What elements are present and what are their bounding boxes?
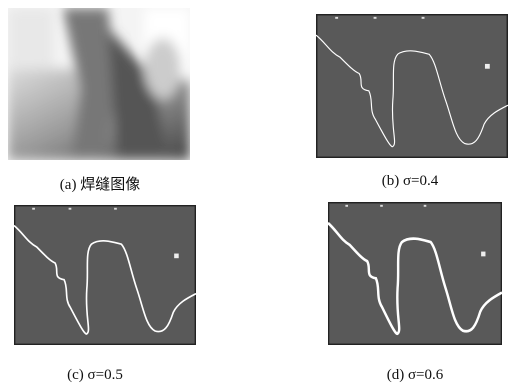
edge-image <box>14 205 196 345</box>
caption: (b) σ=0.4 <box>310 173 510 190</box>
edge-spot <box>69 208 72 210</box>
edge-spot <box>424 205 427 207</box>
edge-spot <box>32 208 35 210</box>
edge-spot <box>114 208 117 210</box>
figure: (a) 焊缝图像 (b) σ=0.4 (c) σ=0.5 (d) σ=0.6 <box>0 0 515 390</box>
edge-spot <box>422 17 425 19</box>
edge-spot <box>174 254 179 259</box>
edge-spot <box>335 17 338 19</box>
edge-spot <box>374 17 377 19</box>
caption: (c) σ=0.5 <box>0 367 195 384</box>
weld-image <box>8 8 190 160</box>
edge-image <box>328 202 502 345</box>
caption: (a) 焊缝图像 <box>0 173 200 194</box>
edge-spot <box>380 205 383 207</box>
edge-spot <box>345 205 348 207</box>
edge-image <box>316 14 508 158</box>
edge-spot <box>481 252 485 257</box>
edge-spot <box>485 64 490 69</box>
caption: (d) σ=0.6 <box>315 367 515 384</box>
